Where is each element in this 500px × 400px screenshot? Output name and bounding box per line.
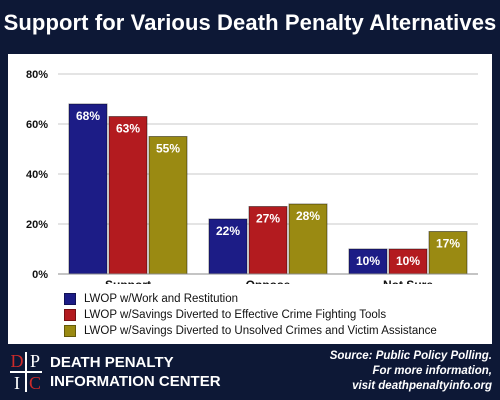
y-tick-label: 80%	[26, 69, 48, 81]
source-line-2: For more information,	[372, 365, 492, 377]
footer: D P I C DEATH PENALTY INFORMATION CENTER…	[0, 344, 500, 400]
bar	[348, 248, 388, 275]
bar	[108, 116, 148, 275]
bar	[288, 203, 328, 275]
chart-panel: 0% 20% 40% 60% 80% 68% 63% 55% Support 22% 27% 28% O…	[8, 54, 492, 344]
source-line-3: visit deathpenaltyinfo.org	[352, 380, 492, 392]
title-bar: Support for Various Death Penalty Altern…	[0, 0, 500, 46]
logo-letter-p: P	[29, 350, 40, 371]
y-tick-label: 40%	[26, 169, 48, 181]
legend-swatch	[64, 325, 76, 337]
logo-letter-i: I	[14, 372, 20, 393]
data-label: 55%	[156, 142, 180, 156]
data-label: 28%	[296, 209, 320, 223]
legend-label: LWOP w/Work and Restitution	[84, 293, 239, 305]
x-tick-label: Not Sure	[383, 278, 433, 284]
x-tick-label: Support	[105, 278, 151, 284]
legend-item: LWOP w/Savings Diverted to Unsolved Crim…	[64, 323, 484, 339]
dpic-logo: D P I C	[8, 350, 44, 394]
data-label: 63%	[116, 122, 140, 136]
legend-label: LWOP w/Savings Diverted to Unsolved Crim…	[84, 325, 437, 337]
bar	[208, 218, 248, 275]
legend-label: LWOP w/Savings Diverted to Effective Cri…	[84, 309, 387, 321]
org-line-2: INFORMATION CENTER	[50, 373, 221, 390]
data-label: 27%	[256, 212, 280, 226]
data-label: 22%	[216, 224, 240, 238]
y-tick-label: 60%	[26, 119, 48, 131]
org-line-1: DEATH PENALTY	[50, 354, 174, 371]
logo-divider-horizontal	[10, 371, 42, 373]
data-label: 17%	[436, 237, 460, 251]
bar-chart: 0% 20% 40% 60% 80% 68% 63% 55% Support 22% 27% 28% O…	[26, 69, 478, 284]
legend-swatch	[64, 293, 76, 305]
source-line-1: Source: Public Policy Polling.	[329, 350, 492, 362]
bar	[148, 136, 188, 275]
bar	[388, 248, 428, 275]
logo-letter-d: D	[10, 350, 24, 371]
y-tick-label: 0%	[32, 269, 48, 281]
legend-item: LWOP w/Work and Restitution	[64, 291, 484, 307]
x-tick-label: Oppose	[246, 278, 291, 284]
data-label: 10%	[396, 254, 420, 268]
bar	[68, 103, 108, 275]
data-label: 10%	[356, 254, 380, 268]
organization-name: DEATH PENALTY INFORMATION CENTER	[50, 353, 221, 391]
legend-item: LWOP w/Savings Diverted to Effective Cri…	[64, 307, 484, 323]
legend-swatch	[64, 309, 76, 321]
data-label: 68%	[76, 109, 100, 123]
source-note: Source: Public Policy Polling. For more …	[330, 349, 492, 394]
bar	[428, 231, 468, 275]
chart-title: Support for Various Death Penalty Altern…	[3, 10, 497, 35]
legend: LWOP w/Work and Restitution LWOP w/Saving…	[64, 291, 484, 339]
y-tick-label: 20%	[26, 219, 48, 231]
logo-letter-c: C	[28, 372, 41, 393]
